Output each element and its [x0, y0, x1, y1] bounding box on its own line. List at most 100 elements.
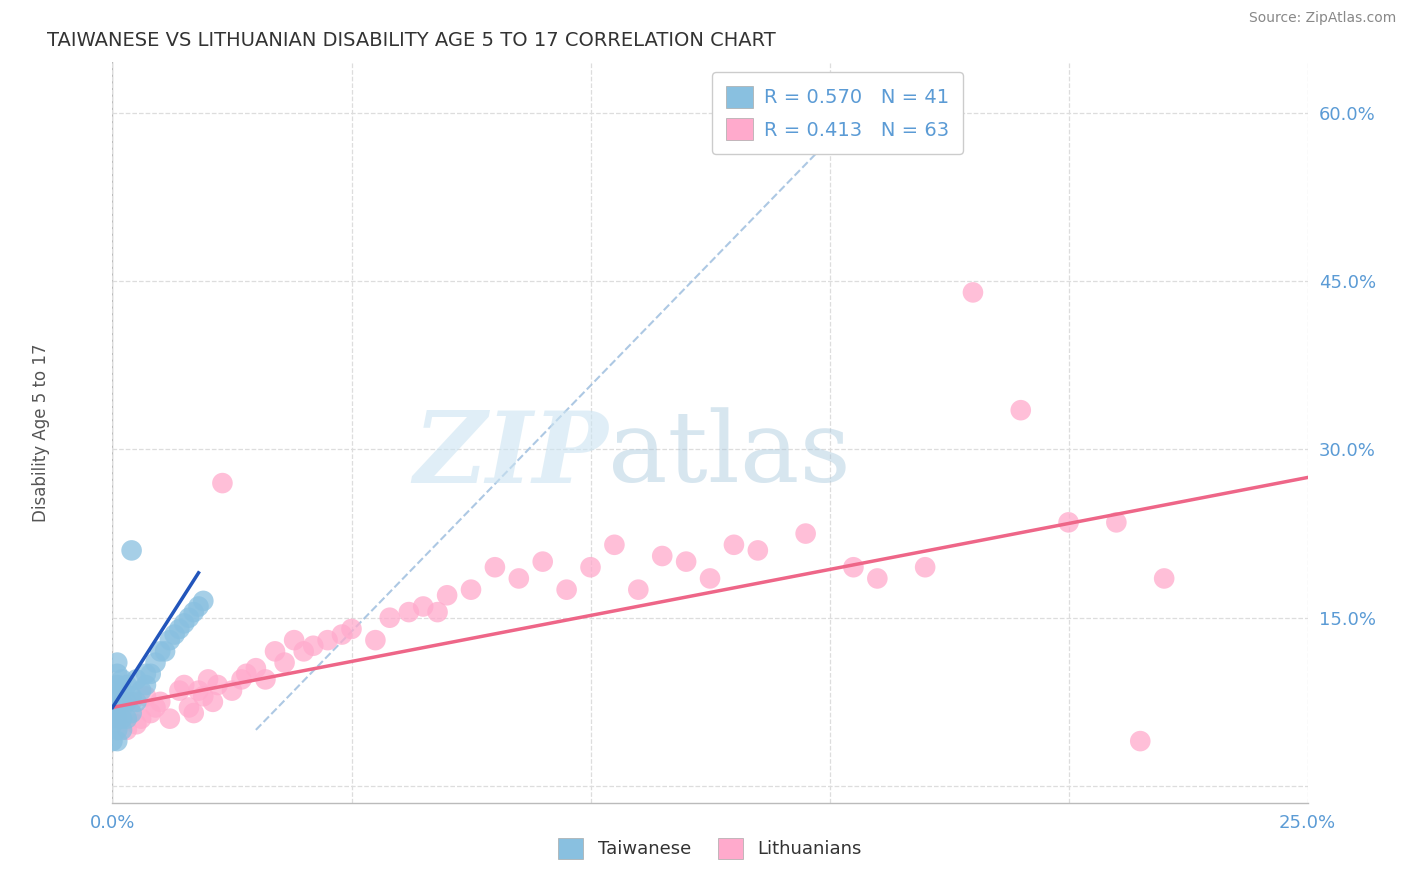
Point [627, 582, 650, 597]
Point [302, 639, 325, 653]
Point [105, 690, 128, 704]
Point [603, 538, 626, 552]
Point [1153, 571, 1175, 585]
Point [101, 695, 124, 709]
Point [187, 599, 209, 614]
Point [914, 560, 936, 574]
Point [111, 683, 134, 698]
Point [1057, 516, 1080, 530]
Text: Source: ZipAtlas.com: Source: ZipAtlas.com [1249, 11, 1396, 25]
Point [169, 622, 191, 636]
Point [101, 712, 124, 726]
Point [121, 706, 143, 720]
Point [747, 543, 769, 558]
Point [145, 656, 167, 670]
Text: TAIWANESE VS LITHUANIAN DISABILITY AGE 5 TO 17 CORRELATION CHART: TAIWANESE VS LITHUANIAN DISABILITY AGE 5… [46, 30, 776, 50]
Point [125, 673, 148, 687]
Point [125, 695, 148, 709]
Point [125, 717, 148, 731]
Point [508, 571, 530, 585]
Point [201, 695, 224, 709]
Point [187, 683, 209, 698]
Point [135, 666, 157, 681]
Point [135, 678, 157, 692]
Point [129, 683, 152, 698]
Point [962, 285, 984, 300]
Point [121, 543, 143, 558]
Point [111, 712, 134, 726]
Point [207, 678, 229, 692]
Point [235, 666, 257, 681]
Point [193, 690, 215, 704]
Point [105, 734, 128, 748]
Point [283, 633, 305, 648]
Point [139, 706, 162, 720]
Point [794, 526, 817, 541]
Point [105, 656, 128, 670]
Point [183, 605, 205, 619]
Point [221, 683, 243, 698]
Point [723, 538, 745, 552]
Point [330, 627, 353, 641]
Point [177, 700, 200, 714]
Point [340, 622, 363, 636]
Text: atlas: atlas [609, 407, 851, 503]
Point [129, 712, 152, 726]
Point [159, 633, 181, 648]
Point [264, 644, 287, 658]
Point [292, 644, 315, 658]
Point [105, 666, 128, 681]
Point [139, 666, 162, 681]
Point [378, 611, 401, 625]
Point [254, 673, 277, 687]
Point [105, 700, 128, 714]
Point [153, 644, 176, 658]
Point [316, 633, 339, 648]
Point [531, 555, 554, 569]
Point [105, 712, 128, 726]
Point [555, 582, 578, 597]
Point [101, 734, 124, 748]
Point [245, 661, 267, 675]
Point [149, 644, 172, 658]
Point [426, 605, 449, 619]
Point [273, 656, 295, 670]
Point [183, 706, 205, 720]
Point [364, 633, 387, 648]
Point [412, 599, 434, 614]
Point [115, 678, 138, 692]
Point [105, 723, 128, 737]
Point [484, 560, 506, 574]
Point [111, 706, 134, 720]
Point [398, 605, 420, 619]
Point [115, 712, 138, 726]
Point [866, 571, 889, 585]
Point [1010, 403, 1032, 417]
Point [121, 690, 143, 704]
Point [436, 588, 458, 602]
Point [579, 560, 602, 574]
Point [1105, 516, 1128, 530]
Point [149, 695, 172, 709]
Text: ZIP: ZIP [413, 407, 609, 503]
Point [101, 717, 124, 731]
Point [163, 627, 186, 641]
Point [145, 700, 167, 714]
Point [675, 555, 697, 569]
Point [159, 712, 181, 726]
Legend: Taiwanese, Lithuanians: Taiwanese, Lithuanians [548, 829, 872, 868]
Point [121, 695, 143, 709]
Point [231, 673, 253, 687]
Point [135, 690, 157, 704]
Point [651, 549, 673, 563]
Point [111, 723, 134, 737]
Point [193, 594, 215, 608]
Point [169, 683, 191, 698]
Point [211, 476, 233, 491]
Point [699, 571, 721, 585]
Point [173, 678, 195, 692]
Point [460, 582, 482, 597]
Point [111, 673, 134, 687]
Point [1129, 734, 1152, 748]
Point [101, 683, 124, 698]
